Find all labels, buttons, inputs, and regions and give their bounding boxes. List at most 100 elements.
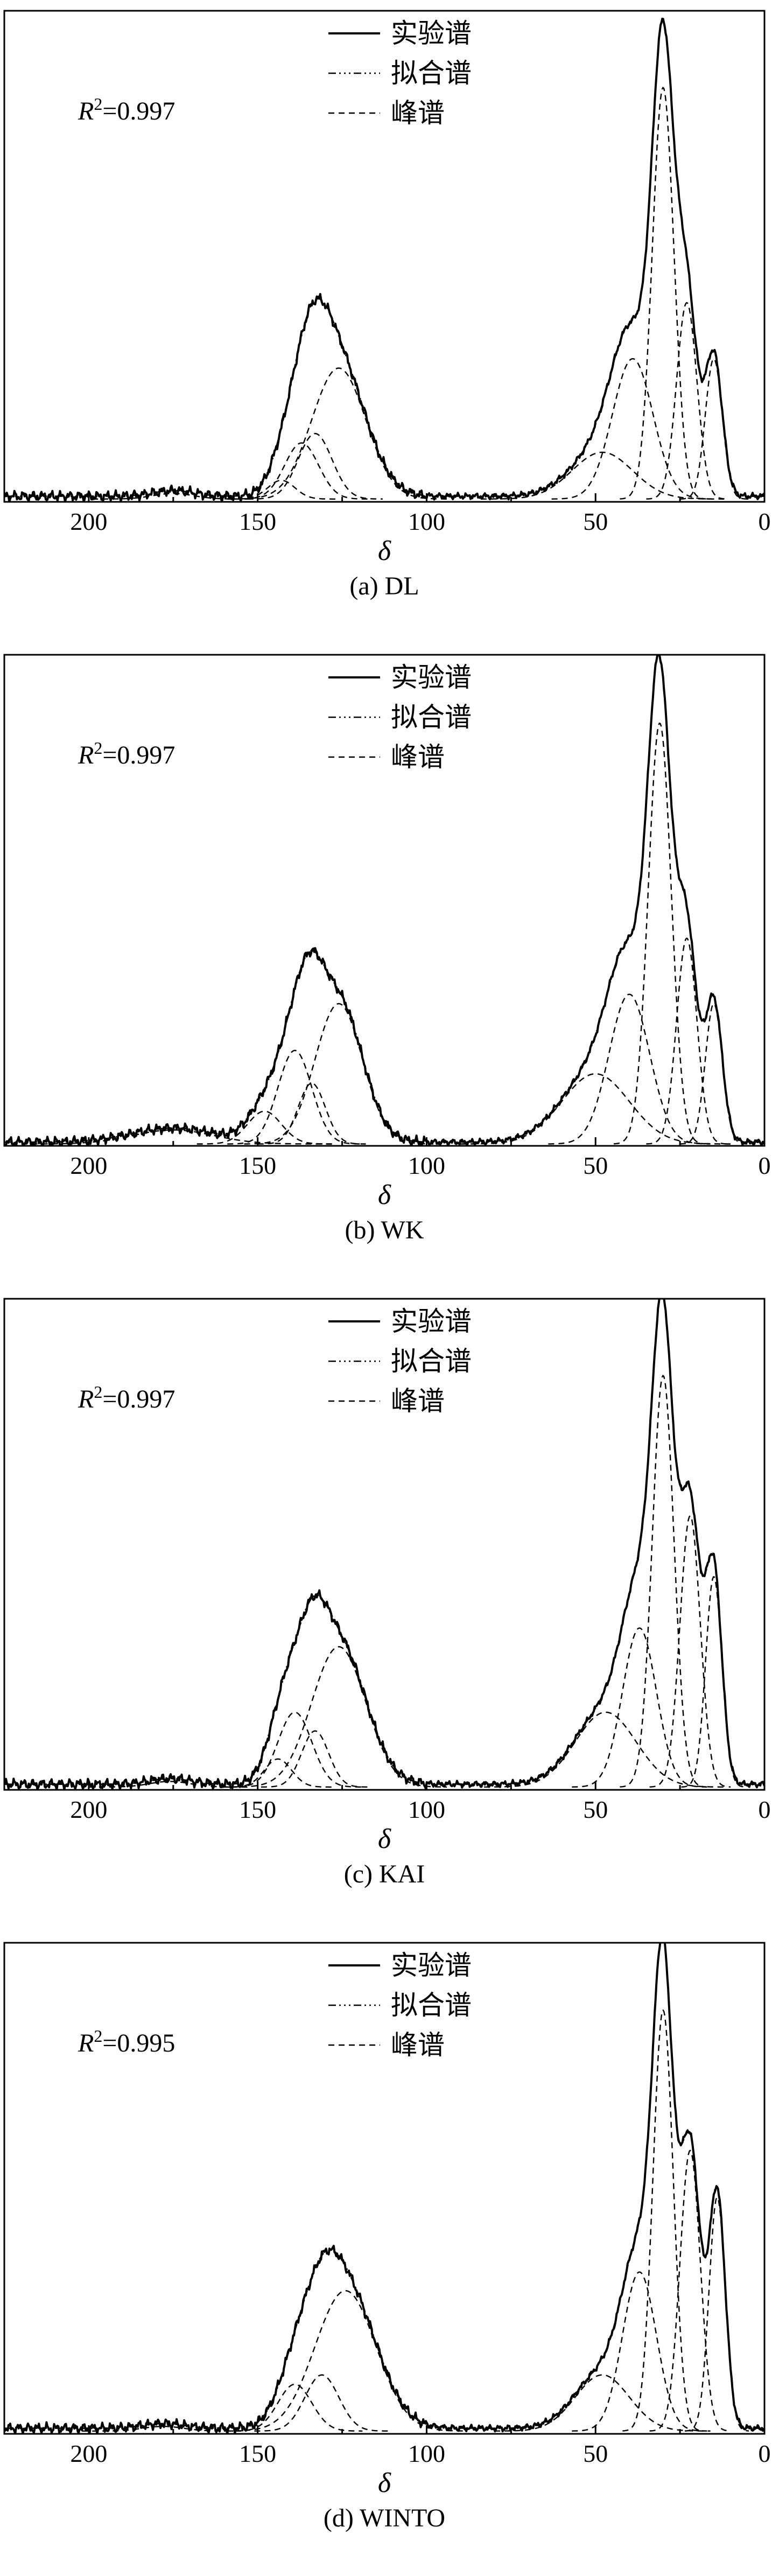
- experimental-spectrum: [4, 1299, 764, 1790]
- legend-peak-label: 峰谱: [391, 1385, 445, 1417]
- experimental-spectrum: [4, 17, 764, 502]
- panel-caption: (b) WK: [345, 1216, 424, 1244]
- peak-component-7: [572, 1627, 707, 1788]
- peak-component-2: [196, 1110, 332, 1145]
- peak-component-1: [11, 1129, 335, 1145]
- plot-frame: [3, 10, 766, 503]
- x-tick-label: 150: [239, 508, 276, 535]
- peak-component-8: [649, 2150, 731, 2432]
- x-tick-label: 150: [239, 1152, 276, 1179]
- peak-component-8: [614, 722, 705, 1145]
- peak-component-10: [680, 1003, 748, 1145]
- peak-component-9: [646, 302, 728, 500]
- peak-component-6: [460, 1073, 731, 1145]
- peak-component-6: [484, 1711, 727, 1788]
- x-tick-label: 100: [408, 508, 445, 535]
- x-tick-label: 0: [759, 1152, 771, 1179]
- x-tick-label: 0: [759, 2440, 771, 2467]
- peak-component-5: [230, 1646, 447, 1788]
- panel-caption: (a) DL: [349, 572, 419, 600]
- x-tick-label: 50: [583, 1796, 608, 1823]
- r-squared-annotation: R2=0.995: [78, 2026, 175, 2057]
- legend-fitted-label: 拟合谱: [391, 58, 472, 89]
- peak-component-2: [223, 1758, 332, 1788]
- x-tick-label: 200: [70, 508, 107, 535]
- r-exponent: 2: [94, 2026, 102, 2046]
- x-axis-label: δ: [378, 1824, 391, 1854]
- x-tick-label: 100: [408, 2440, 445, 2467]
- fitted-spectrum: [4, 1299, 764, 1785]
- legend-experimental-label: 实验谱: [391, 1306, 472, 1337]
- r-exponent: 2: [94, 94, 102, 114]
- x-tick-label: 150: [239, 2440, 276, 2467]
- x-tick-label: 50: [583, 508, 608, 535]
- peak-component-5: [494, 2374, 711, 2432]
- peak-component-10: [681, 1576, 746, 1788]
- peak-component-6: [572, 2271, 707, 2432]
- r-value: =0.997: [102, 1385, 175, 1413]
- x-tick-label: 150: [239, 1796, 276, 1823]
- x-tick-label: 200: [70, 2440, 107, 2467]
- r-symbol: R: [78, 2029, 94, 2057]
- panel-caption: (c) KAI: [344, 1860, 425, 1888]
- peak-component-7: [548, 993, 711, 1145]
- experimental-spectrum: [4, 655, 764, 1146]
- x-tick-label: 0: [759, 508, 771, 535]
- r-squared-annotation: R2=0.997: [78, 94, 175, 125]
- x-tick-label: 0: [759, 1796, 771, 1823]
- peak-component-4: [247, 433, 383, 500]
- r-exponent: 2: [94, 1382, 102, 1402]
- peak-component-3: [227, 1049, 363, 1145]
- x-tick-label: 50: [583, 2440, 608, 2467]
- experimental-spectrum: [4, 1943, 764, 2434]
- panel-caption: (d) WINTO: [324, 2504, 445, 2532]
- plot-frame: [3, 1298, 766, 1791]
- legend-fitted-label: 拟合谱: [391, 1990, 472, 2021]
- peak-component-4: [261, 1730, 369, 1788]
- peak-component-8: [620, 1375, 706, 1788]
- peak-component-6: [480, 451, 724, 500]
- peak-component-9: [684, 2196, 749, 2432]
- peak-component-10: [680, 358, 748, 500]
- x-tick-label: 100: [408, 1152, 445, 1179]
- plot-frame: [3, 1942, 766, 2435]
- x-axis-label: δ: [378, 2468, 391, 2498]
- legend-peak-label: 峰谱: [391, 741, 445, 773]
- legend-experimental-label: 实验谱: [391, 18, 472, 49]
- r-squared-annotation: R2=0.997: [78, 738, 175, 769]
- legend-experimental-label: 实验谱: [391, 662, 472, 693]
- r-symbol: R: [78, 741, 94, 769]
- r-value: =0.997: [102, 741, 175, 769]
- peak-component-9: [646, 937, 728, 1145]
- plot-frame: [3, 654, 766, 1147]
- x-tick-label: 200: [70, 1796, 107, 1823]
- fitted-spectrum: [4, 1943, 764, 2429]
- x-tick-label: 50: [583, 1152, 608, 1179]
- peak-component-3: [227, 1711, 363, 1788]
- x-axis-label: δ: [378, 536, 391, 566]
- peak-component-7: [622, 2009, 704, 2432]
- peak-component-9: [649, 1515, 731, 1788]
- r-value: =0.997: [102, 97, 175, 125]
- peak-component-7: [551, 358, 714, 500]
- legend-peak-label: 峰谱: [391, 2029, 445, 2061]
- peak-component-8: [620, 87, 706, 500]
- r-exponent: 2: [94, 738, 102, 758]
- peak-component-5: [230, 367, 447, 500]
- fitted-spectrum: [4, 19, 764, 497]
- peak-component-4: [223, 2290, 467, 2432]
- x-tick-label: 100: [408, 1796, 445, 1823]
- legend-fitted-label: 拟合谱: [391, 1346, 472, 1377]
- peak-component-3: [254, 2374, 390, 2432]
- r-value: =0.995: [102, 2029, 175, 2057]
- legend-fitted-label: 拟合谱: [391, 702, 472, 733]
